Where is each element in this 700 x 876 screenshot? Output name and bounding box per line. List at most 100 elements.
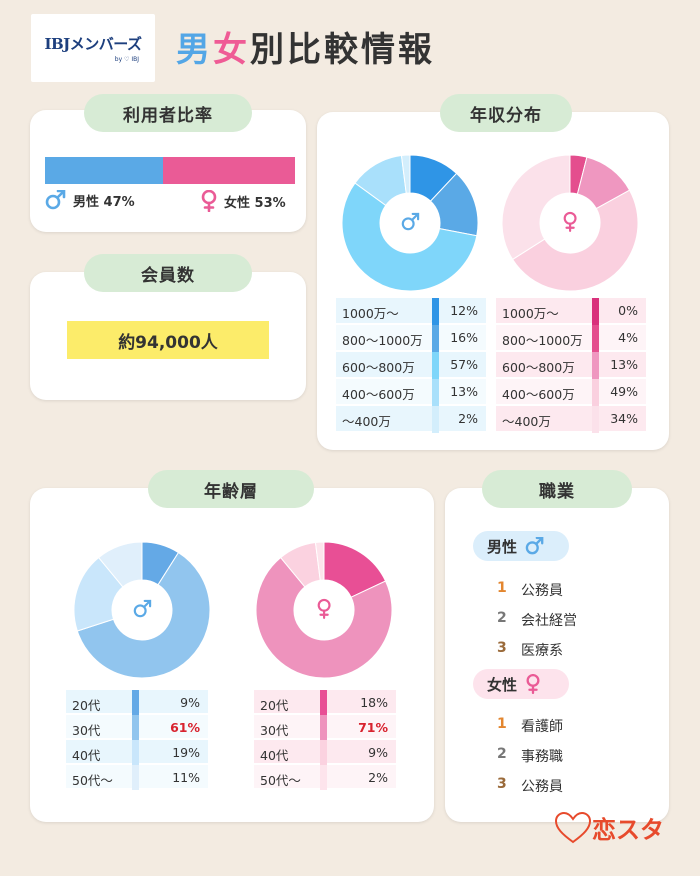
row-value: 2% (368, 770, 388, 785)
age-male-center (112, 580, 172, 640)
row-value: 13% (450, 384, 478, 399)
row-label: 30代 (72, 723, 101, 738)
jobs-male-item: 3 医療系 (497, 640, 563, 660)
color-swatch (132, 765, 139, 790)
income-male-center (380, 193, 440, 253)
row-label: 40代 (72, 748, 101, 763)
jobs-male-item: 2 会社経営 (497, 610, 577, 630)
row-value: 4% (618, 330, 638, 345)
row-value: 57% (450, 357, 478, 372)
ratio-female: 女性 53% (200, 190, 286, 212)
age-female-table: 20代 18% 30代 71% 40代 9% 50代〜 2% (254, 690, 396, 790)
table-row: 40代 9% (254, 740, 396, 765)
row-value: 18% (360, 695, 388, 710)
table-row: 50代〜 11% (66, 765, 208, 790)
male-symbol-icon (525, 537, 544, 555)
members-heading: 会員数 (84, 254, 252, 292)
row-label: 400〜600万 (502, 387, 575, 402)
row-value: 12% (450, 303, 478, 318)
ratio-bar (45, 157, 295, 184)
table-row: 800〜1000万 4% (496, 325, 646, 352)
table-row: 600〜800万 13% (496, 352, 646, 379)
jobs-male-item: 1 公務員 (497, 580, 563, 600)
ibj-members-logo: IBJメンバーズ by ♡ IBJ (31, 14, 155, 82)
ratio-bar-female (162, 157, 295, 184)
color-swatch (592, 298, 599, 325)
ratio-male: 男性 47% (45, 190, 135, 210)
ratio-female-label: 女性 53% (224, 195, 286, 211)
color-swatch (432, 379, 439, 406)
logo-main-text: IBJメンバーズ (44, 35, 142, 53)
job-name: 看護師 (521, 719, 563, 735)
row-value: 34% (610, 411, 638, 426)
ratio-bar-male (45, 157, 163, 184)
female-symbol-icon (201, 190, 217, 212)
color-swatch (432, 406, 439, 433)
table-row: 30代 71% (254, 715, 396, 740)
income-heading: 年収分布 (440, 94, 572, 132)
row-value: 2% (458, 411, 478, 426)
row-label: 20代 (260, 698, 289, 713)
row-label: 〜400万 (342, 414, 391, 429)
color-swatch (132, 715, 139, 740)
table-row: 800〜1000万 16% (336, 325, 486, 352)
rank-number: 2 (497, 610, 507, 626)
row-label: 〜400万 (502, 414, 551, 429)
income-male-slice-2 (341, 182, 478, 292)
color-swatch (132, 740, 139, 765)
rank-number: 3 (497, 640, 507, 656)
row-label: 600〜800万 (502, 360, 575, 375)
female-symbol-icon (317, 598, 331, 619)
row-value: 11% (172, 770, 200, 785)
table-row: 400〜600万 13% (336, 379, 486, 406)
rank-number: 1 (497, 716, 507, 732)
jobs-female-item: 3 公務員 (497, 776, 563, 796)
age-male-donut (73, 541, 211, 679)
table-row: 1000万〜 12% (336, 298, 486, 325)
row-label: 40代 (260, 748, 289, 763)
table-row: 400〜600万 49% (496, 379, 646, 406)
jobs-female-item: 1 看護師 (497, 716, 563, 736)
job-name: 医療系 (521, 643, 563, 659)
jobs-male-heading: 男性 (473, 531, 569, 561)
title-female-char: 女 (213, 30, 250, 70)
jobs-heading: 職業 (482, 470, 632, 508)
color-swatch (592, 379, 599, 406)
ratio-heading: 利用者比率 (84, 94, 252, 132)
color-swatch (432, 298, 439, 325)
jobs-female-heading-label: 女性 (487, 675, 518, 694)
male-symbol-icon (45, 190, 66, 210)
row-value: 49% (610, 384, 638, 399)
title-male-char: 男 (176, 30, 213, 70)
income-female-donut (501, 154, 639, 292)
color-swatch (320, 740, 327, 765)
row-label: 800〜1000万 (342, 333, 423, 348)
row-value: 71% (358, 720, 388, 735)
table-row: 20代 18% (254, 690, 396, 715)
table-row: 〜400万 34% (496, 406, 646, 433)
table-row: 20代 9% (66, 690, 208, 715)
row-value: 61% (170, 720, 200, 735)
color-swatch (320, 765, 327, 790)
row-value: 16% (450, 330, 478, 345)
row-value: 19% (172, 745, 200, 760)
job-name: 会社経営 (521, 613, 577, 629)
job-name: 事務職 (521, 749, 563, 765)
koisuta-logo: 恋スタ (554, 810, 664, 845)
color-swatch (132, 690, 139, 715)
heart-icon (554, 811, 592, 843)
age-female-donut (255, 541, 393, 679)
color-swatch (592, 406, 599, 433)
female-symbol-icon (563, 211, 577, 232)
job-name: 公務員 (521, 779, 563, 795)
table-row: 50代〜 2% (254, 765, 396, 790)
table-row: 30代 61% (66, 715, 208, 740)
row-value: 13% (610, 357, 638, 372)
age-heading: 年齢層 (148, 470, 314, 508)
row-label: 1000万〜 (502, 306, 559, 321)
age-male-table: 20代 9% 30代 61% 40代 19% 50代〜 11% (66, 690, 208, 790)
color-swatch (592, 352, 599, 379)
row-label: 400〜600万 (342, 387, 415, 402)
income-male-table: 1000万〜 12% 800〜1000万 16% 600〜800万 57% 400〜600万… (336, 298, 486, 434)
color-swatch (320, 715, 327, 740)
